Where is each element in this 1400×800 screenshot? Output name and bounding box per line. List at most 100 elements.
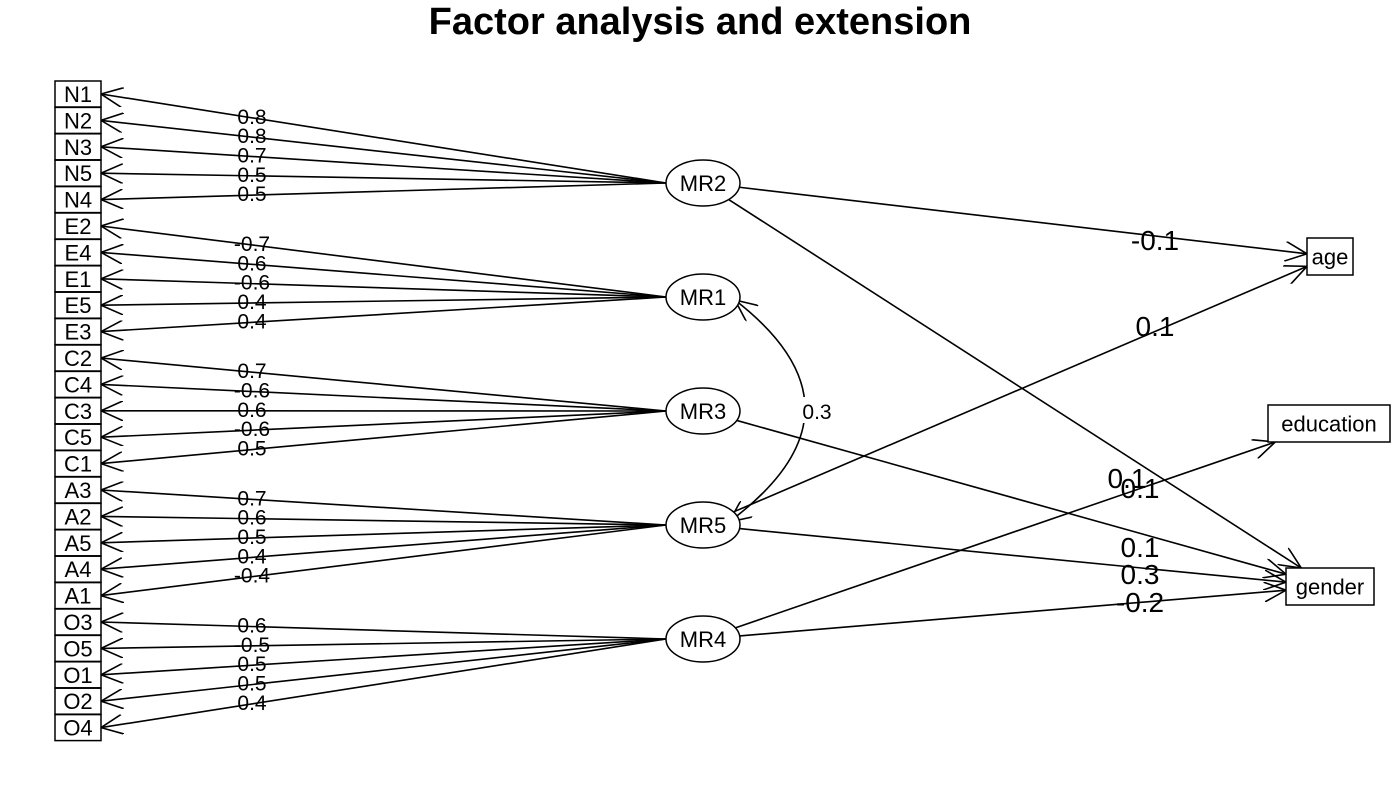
loading-edge-mr4-o3: [101, 622, 667, 640]
item-box-c5: [54, 423, 102, 451]
item-label-e3: E3: [65, 320, 92, 345]
factor-label-mr5: MR5: [680, 513, 726, 538]
loading-label-o2: 0.5: [237, 673, 266, 696]
item-box-c1: [54, 449, 102, 478]
item-label-o3: O3: [63, 610, 92, 635]
extension-label-gender: gender: [1296, 575, 1365, 600]
loading-label-n4: 0.5: [237, 183, 266, 206]
loading-label-e5: 0.4: [237, 291, 267, 314]
item-label-o1: O1: [63, 663, 92, 688]
loading-label-c4: -0.6: [234, 380, 270, 403]
loading-edge-mr2-n4: [101, 182, 667, 200]
item-label-n1: N1: [64, 82, 92, 107]
item-box-n5: [54, 159, 102, 187]
labels-layer: 0.80.80.70.50.5-0.70.6-0.60.40.40.7-0.60…: [234, 106, 1179, 715]
loading-edge-mr4-o2: [101, 638, 667, 701]
extension-label-mr4-education: 0.1: [1108, 463, 1147, 494]
loading-edge-mr4-o5: [101, 639, 667, 648]
factor-label-mr3: MR3: [680, 399, 726, 424]
item-box-o2: [54, 687, 102, 715]
item-box-a2: [54, 502, 102, 531]
item-label-e5: E5: [65, 293, 92, 318]
extension-label-mr2-age: -0.1: [1131, 225, 1179, 256]
loading-edge-mr1-e5: [101, 297, 667, 305]
loading-edge-mr3-c4: [101, 384, 667, 412]
extension-label-age: age: [1312, 245, 1349, 270]
item-box-a4: [54, 555, 102, 583]
item-box-o4: [54, 713, 102, 742]
extension-label-mr5-gender: 0.3: [1121, 559, 1160, 590]
item-label-e1: E1: [65, 267, 92, 292]
factor-label-mr1: MR1: [680, 285, 726, 310]
loading-label-e4: 0.6: [237, 252, 266, 275]
item-box-o5: [54, 634, 102, 663]
extension-box-education: [1267, 404, 1391, 443]
loading-edge-mr2-n1: [101, 94, 667, 184]
loading-edge-mr4-o1: [101, 638, 667, 675]
extension-box-gender: [1285, 567, 1375, 606]
loading-edge-mr5-a3: [101, 490, 667, 526]
loading-edge-mr3-c5: [101, 410, 667, 437]
item-label-o4: O4: [63, 716, 92, 741]
loading-edge-mr1-e1: [101, 279, 667, 298]
loading-label-n3: 0.7: [237, 144, 266, 167]
loading-label-e2: -0.7: [234, 233, 270, 256]
extension-label-mr3-gender: 0.1: [1121, 532, 1160, 563]
loading-label-n5: 0.5: [237, 164, 266, 187]
item-label-n5: N5: [64, 161, 92, 186]
diagram-title: Factor analysis and extension: [429, 1, 972, 43]
loading-edge-mr5-a4: [101, 524, 667, 569]
loading-label-c1: 0.5: [237, 438, 266, 461]
factor-label-mr2: MR2: [680, 171, 726, 196]
item-label-a1: A1: [65, 584, 92, 609]
extension-edge-mr2-age: [739, 186, 1307, 254]
loading-label-c5: -0.6: [234, 418, 270, 441]
loading-edge-mr1-e3: [101, 296, 667, 332]
correlation-label-bg: [796, 397, 838, 423]
loading-edge-mr3-c2: [101, 358, 667, 412]
item-label-o5: O5: [63, 636, 92, 661]
loading-label-o1: 0.5: [237, 653, 266, 676]
item-box-e2: [54, 212, 102, 240]
correlation-label: 0.3: [802, 401, 831, 424]
item-label-c5: C5: [64, 425, 92, 450]
extension-label-mr5-age: 0.1: [1136, 311, 1175, 342]
item-label-a4: A4: [65, 557, 92, 582]
factor-node-mr2: [665, 159, 741, 207]
item-label-c4: C4: [64, 372, 92, 397]
loading-edge-mr2-n2: [101, 120, 667, 184]
loading-label-a3: 0.7: [237, 487, 266, 510]
item-label-n2: N2: [64, 108, 92, 133]
loading-label-e3: 0.4: [237, 310, 267, 333]
loading-edge-mr2-n5: [101, 173, 667, 184]
loading-edge-mr5-a1: [101, 524, 667, 596]
extension-edge-mr4-education: [735, 442, 1275, 629]
item-label-n4: N4: [64, 188, 92, 213]
loading-label-o4: 0.4: [237, 692, 267, 715]
edges-layer: [101, 94, 1307, 728]
factor-node-mr5: [665, 501, 741, 549]
item-label-c2: C2: [64, 346, 92, 371]
item-label-c3: C3: [64, 399, 92, 424]
loading-label-n2: 0.8: [237, 125, 266, 148]
loading-label-o5: -0.5: [234, 634, 270, 657]
extension-edge-mr2-gender: [728, 198, 1302, 568]
extension-label-education: education: [1281, 412, 1376, 437]
extension-edge-mr5-gender: [739, 527, 1286, 583]
loading-edge-mr5-a2: [101, 516, 667, 525]
nodes-layer: N1N2N3N5N4E2E4E1E5E3C2C4C3C5C1A3A2A5A4A1…: [54, 80, 1391, 742]
loading-edge-mr4-o4: [101, 638, 667, 728]
item-box-c4: [54, 370, 102, 399]
item-box-e1: [54, 265, 102, 293]
factor-node-mr1: [665, 273, 741, 321]
loading-label-c2: 0.7: [237, 360, 266, 383]
item-box-a1: [54, 581, 102, 610]
factor-node-mr3: [665, 387, 741, 435]
item-label-e2: E2: [65, 214, 92, 239]
loading-label-a4: 0.4: [237, 545, 267, 568]
item-label-a5: A5: [65, 531, 92, 556]
item-label-c1: C1: [64, 452, 92, 477]
loading-label-a2: 0.6: [237, 507, 266, 530]
loading-label-a5: 0.5: [237, 526, 266, 549]
loading-edge-mr2-n3: [101, 147, 667, 184]
